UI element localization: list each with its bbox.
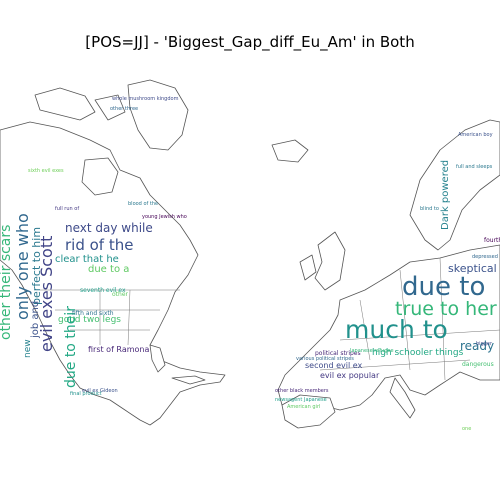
scandinavia-outline [409,119,500,251]
americas-word: due to their [63,306,79,388]
americas-word: whole mushroom kingdom [112,96,179,102]
europe-word: second evil ex [305,361,363,370]
americas-word: only one who [13,213,32,320]
americas-word: first of Ramona [88,345,149,354]
italy-outline [389,377,416,419]
europe-word: evil ex popular [320,371,380,380]
americas-word: job and [30,301,41,339]
americas-word: evil exes Scott [37,236,56,352]
britain-outline [314,231,346,291]
americas-word: other three [110,106,138,112]
europe-word: blind to [420,206,439,212]
americas-word: other their scars [0,225,14,340]
europe-word: other black members [275,388,329,394]
americas-word: due to a [88,264,129,275]
americas-word: sixth evil exes [28,168,64,174]
americas-word: new [23,339,33,358]
europe-word: fourth [484,237,500,244]
europe-word: various political stripes [296,356,354,362]
americas-word: young Jewish who [142,214,187,220]
europe-word: much to [345,315,448,344]
europe-word: Dark powered [440,160,451,230]
americas-word: good two legs [58,315,121,325]
europe-word: Japanese refugee [349,348,394,354]
americas-word: evil ex Gideon [82,388,118,394]
europe-word: American boy [458,132,493,138]
europe-word: American girl [287,404,320,410]
americas-word: other [112,291,129,298]
americas-word: full run of [55,206,79,212]
europe-word: full and sleeps [456,164,493,170]
europe-word: skeptical [448,262,497,275]
arctic-island-2-outline [94,94,126,121]
europe-word: depressed [472,254,498,260]
americas-word: perfect to him [30,227,43,305]
europe-word: political stripes [315,350,361,357]
americas-word: seventh evil ex [80,287,126,294]
caribbean-outline [171,375,206,385]
americas-word: blood of the [128,201,158,207]
europe-word: true to her [395,298,497,320]
americas-word: rid of the [65,236,133,254]
europe-word: one [462,426,471,432]
hudson-bay-outline [81,157,119,196]
europe-word: bigger [476,341,493,347]
north-america-outline [0,121,226,426]
europe-word: newsagent Japanese [275,397,327,403]
florida-outline [149,344,166,373]
europe-word: ready [460,339,494,353]
arctic-islands-outline [34,87,96,121]
iceland-outline [271,139,309,163]
americas-word: next day while [65,221,153,235]
americas-word: final product [70,391,102,397]
europe-word: dangerous [462,361,494,368]
ireland-outline [299,254,317,281]
americas-word: clear that he [55,254,119,265]
greenland-outline [127,79,189,151]
europe-word: high schooler things [372,348,464,358]
americas-map [0,79,226,426]
europe-map [271,119,500,429]
americas-word: fifth and sixth [72,310,114,317]
europe-word: due to [402,272,485,302]
iberia-outline [281,394,336,429]
figure-title: [POS=JJ] - 'Biggest_Gap_diff_Eu_Am' in B… [85,33,415,51]
